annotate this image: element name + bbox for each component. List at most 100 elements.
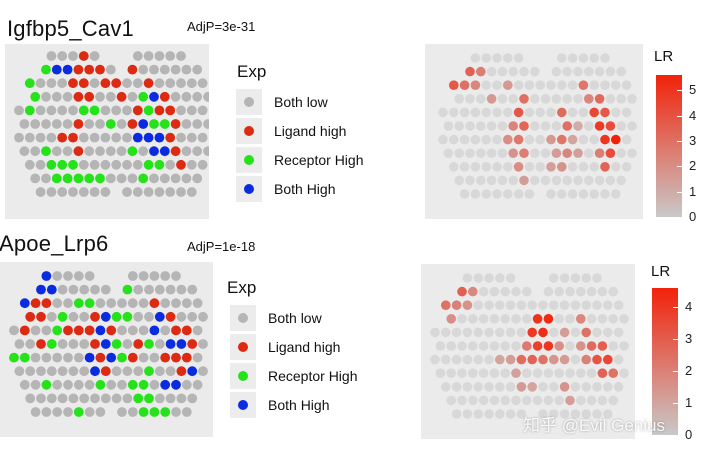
spot-both-low xyxy=(192,146,203,157)
spot-both-low xyxy=(198,311,208,322)
lr-spot xyxy=(511,368,521,378)
spot-plot-bottom xyxy=(0,262,213,437)
spot-both-low xyxy=(78,159,89,170)
spot-both-high xyxy=(100,311,111,322)
lr-spot xyxy=(592,273,602,283)
spot-receptor-high xyxy=(57,311,68,322)
spot-both-low xyxy=(35,78,46,89)
lr-spot xyxy=(578,107,589,118)
lr-spot xyxy=(524,80,535,90)
spot-receptor-high xyxy=(122,311,133,322)
spot-both-low xyxy=(106,298,117,309)
spot-both-low xyxy=(30,146,41,157)
spot-both-low xyxy=(111,393,122,404)
lr-spot xyxy=(597,395,608,406)
lr-spot xyxy=(616,94,626,104)
lr-tick-label: 2 xyxy=(689,158,697,174)
lr-spot xyxy=(570,382,581,392)
spot-both-low xyxy=(192,379,203,390)
lr-spot xyxy=(511,286,521,297)
spot-receptor-high xyxy=(149,119,159,129)
lr-spot xyxy=(559,354,570,365)
lr-spot xyxy=(492,189,502,199)
lr-spot xyxy=(554,314,564,324)
lr-spot xyxy=(546,162,556,172)
spot-both-low xyxy=(149,352,160,363)
lr-spot xyxy=(470,80,481,90)
spot-both-low xyxy=(111,105,122,116)
spot-both-low xyxy=(181,64,192,75)
lr-spot xyxy=(535,162,545,172)
lr-spot xyxy=(484,354,494,365)
spot-both-low xyxy=(171,271,181,281)
lr-spot xyxy=(551,66,562,77)
lr-spot xyxy=(513,189,524,199)
spot-ligand-high xyxy=(95,352,106,363)
spot-both-low xyxy=(63,271,73,281)
lr-spot xyxy=(484,409,494,419)
lr-spot xyxy=(473,327,483,338)
legend-dot-receptor-high xyxy=(238,371,248,381)
spot-both-low xyxy=(30,325,41,336)
lr-spot xyxy=(549,300,559,310)
spot-both-high xyxy=(106,352,117,363)
lr-spot xyxy=(449,107,459,118)
lr-spot xyxy=(441,382,451,392)
lr-spot xyxy=(535,134,545,145)
spot-both-low xyxy=(79,366,90,377)
lr-spot xyxy=(519,94,529,104)
lr-spot xyxy=(538,409,548,419)
spot-ligand-high xyxy=(41,298,52,309)
lr-spot xyxy=(495,327,505,338)
lr-spot xyxy=(476,94,486,104)
spot-ligand-high xyxy=(170,119,181,129)
lr-spot xyxy=(532,341,543,351)
lr-spot xyxy=(516,382,527,392)
spot-ligand-high xyxy=(127,119,138,129)
spot-ligand-high xyxy=(36,339,46,349)
spot-receptor-high xyxy=(111,339,122,349)
spot-both-low xyxy=(68,187,78,197)
spot-receptor-high xyxy=(143,105,154,116)
lr-spot xyxy=(543,314,554,324)
spot-both-low xyxy=(132,51,143,61)
spot-both-low xyxy=(165,187,176,197)
spot-receptor-high xyxy=(41,146,51,157)
lr-spot xyxy=(608,368,618,378)
spot-receptor-high xyxy=(144,339,154,349)
lr-spot xyxy=(457,368,467,378)
lr-spot xyxy=(549,327,559,338)
spot-both-low xyxy=(89,132,100,143)
spot-receptor-high xyxy=(127,379,138,390)
lr-spot xyxy=(535,107,545,118)
lr-spot xyxy=(462,409,473,419)
spot-ligand-high xyxy=(90,311,100,322)
lr-spot xyxy=(513,107,524,118)
spot-both-low xyxy=(198,339,208,349)
spot-ligand-high xyxy=(100,78,111,89)
lr-spot xyxy=(473,354,483,365)
legend-key-receptor-high xyxy=(230,363,256,389)
lr-spot xyxy=(530,94,540,104)
lr-spot xyxy=(586,314,597,324)
spot-both-low xyxy=(181,173,192,184)
lr-spot xyxy=(484,382,494,392)
spot-both-low xyxy=(192,91,203,102)
lr-spot xyxy=(611,80,621,90)
lr-spot xyxy=(616,148,626,158)
spot-ligand-high xyxy=(100,366,111,377)
lr-spot xyxy=(465,94,475,104)
lr-spot xyxy=(570,354,581,365)
lr-spot xyxy=(551,148,562,158)
spot-both-low xyxy=(78,187,89,197)
lr-spot xyxy=(581,327,591,338)
lr-spot xyxy=(562,175,572,186)
lr-spot xyxy=(454,94,464,104)
spot-ligand-high xyxy=(90,339,100,349)
spot-ligand-high xyxy=(57,132,68,143)
spot-both-low xyxy=(62,91,73,102)
lr-spot xyxy=(592,382,602,392)
legend-label-both-low: Both low xyxy=(268,310,322,326)
spot-both-low xyxy=(89,51,100,61)
lr-spot xyxy=(540,121,551,131)
